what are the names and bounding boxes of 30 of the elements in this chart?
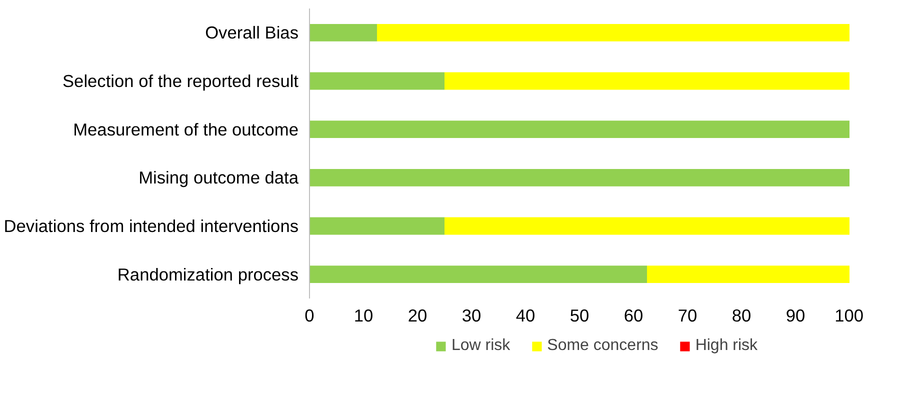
bar	[310, 168, 850, 186]
y-tick-label: Measurement of the outcome	[73, 119, 299, 140]
y-tick-label: Deviations from intended interventions	[4, 216, 299, 236]
x-tick-label: 0	[304, 306, 314, 326]
bar	[310, 24, 377, 42]
x-tick-label: 100	[834, 306, 864, 326]
y-tick-label: Selection of the reported result	[62, 71, 299, 91]
legend-label: Low risk	[451, 337, 510, 355]
x-tick-label: 90	[786, 306, 806, 326]
bar	[310, 217, 444, 235]
bar	[310, 266, 647, 284]
x-tick-label: 30	[462, 306, 482, 326]
bar	[647, 266, 850, 284]
x-tick-label: 70	[678, 306, 698, 326]
y-tick-label: Randomization process	[117, 264, 299, 284]
x-tick-label: 60	[624, 306, 644, 326]
y-tick-label: Overall Bias	[205, 22, 299, 43]
x-tick-label: 50	[570, 306, 590, 326]
bar	[444, 217, 850, 235]
bar	[310, 72, 444, 90]
x-tick-label: 40	[516, 306, 536, 326]
legend-label: High risk	[695, 337, 758, 355]
y-tick-label: Mising outcome data	[138, 168, 299, 188]
x-tick-label: 20	[408, 306, 428, 326]
bar	[444, 72, 850, 90]
bar	[377, 24, 850, 42]
legend-label: Some concerns	[547, 337, 658, 355]
bar	[310, 120, 850, 138]
x-tick-label: 10	[354, 306, 374, 326]
x-tick-label: 80	[732, 306, 752, 326]
